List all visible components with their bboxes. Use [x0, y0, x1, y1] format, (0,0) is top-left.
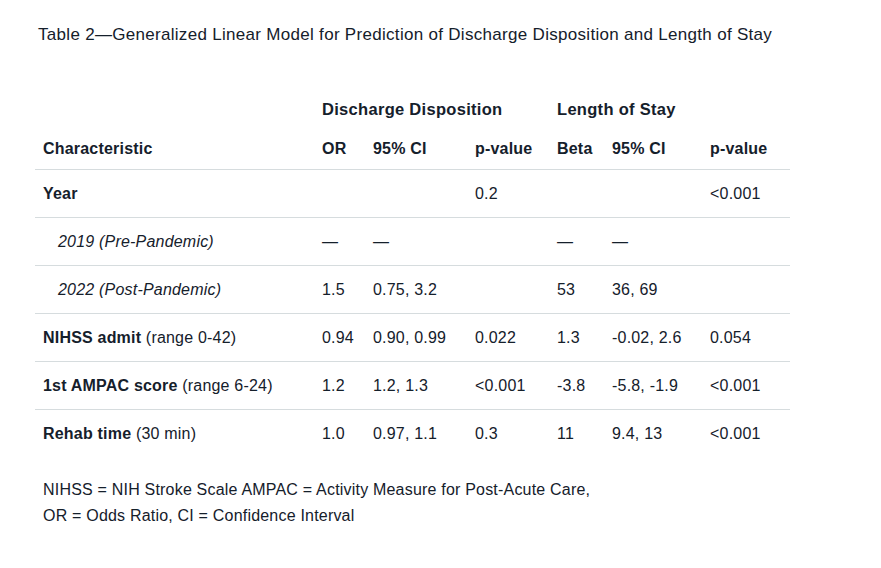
row-label-cell: Rehab time (30 min) [35, 425, 322, 443]
row-label: NIHSS admit [43, 329, 141, 346]
cell-beta: — [557, 233, 612, 251]
cell-or: 1.5 [322, 281, 373, 299]
cell-or: 1.2 [322, 377, 373, 395]
row-label: 1st AMPAC score [43, 377, 178, 394]
cell-p-los: <0.001 [710, 425, 790, 443]
group-header-discharge-disposition: Discharge Disposition [322, 100, 557, 119]
row-label-cell: 2022 (Post-Pandemic) [35, 281, 322, 299]
cell-ci-dd: 0.97, 1.1 [373, 425, 475, 443]
column-header-characteristic: Characteristic [35, 140, 322, 158]
column-header-beta: Beta [557, 140, 612, 158]
cell-beta: 11 [557, 425, 612, 443]
cell-beta: -3.8 [557, 377, 612, 395]
cell-ci-los: -5.8, -1.9 [612, 377, 710, 395]
cell-p-dd: 0.3 [475, 425, 557, 443]
cell-or: — [322, 233, 373, 251]
column-header-or: OR [322, 140, 373, 158]
cell-ci-dd: 1.2, 1.3 [373, 377, 475, 395]
row-label-cell: 2019 (Pre-Pandemic) [35, 233, 322, 251]
cell-beta: 1.3 [557, 329, 612, 347]
table-row-2022: 2022 (Post-Pandemic) 1.5 0.75, 3.2 53 36… [35, 266, 790, 314]
cell-ci-dd: — [373, 233, 475, 251]
column-group-row: Discharge Disposition Length of Stay [35, 90, 790, 128]
cell-ci-los: 9.4, 13 [612, 425, 710, 443]
cell-p-dd: <0.001 [475, 377, 557, 395]
cell-p-dd: 0.2 [475, 185, 557, 203]
table-footnote: NIHSS = NIH Stroke Scale AMPAC = Activit… [43, 477, 590, 529]
row-label: Year [43, 185, 78, 202]
footnote-line-2: OR = Odds Ratio, CI = Confidence Interva… [43, 503, 590, 529]
cell-beta: 53 [557, 281, 612, 299]
column-header-p-los: p-value [710, 140, 790, 158]
group-header-length-of-stay: Length of Stay [557, 100, 790, 119]
cell-p-los: 0.054 [710, 329, 790, 347]
row-label-cell: NIHSS admit (range 0-42) [35, 329, 322, 347]
cell-p-los: <0.001 [710, 377, 790, 395]
cell-p-dd: 0.022 [475, 329, 557, 347]
cell-ci-los: 36, 69 [612, 281, 710, 299]
row-label: 2019 (Pre-Pandemic) [58, 233, 214, 250]
cell-or: 0.94 [322, 329, 373, 347]
glm-results-table: Discharge Disposition Length of Stay Cha… [35, 90, 790, 458]
table-row-rehab-time: Rehab time (30 min) 1.0 0.97, 1.1 0.3 11… [35, 410, 790, 458]
table-title: Table 2—Generalized Linear Model for Pre… [38, 25, 772, 45]
table-row-ampac-score: 1st AMPAC score (range 6-24) 1.2 1.2, 1.… [35, 362, 790, 410]
column-header-ci-los: 95% CI [612, 140, 710, 158]
footnote-line-1: NIHSS = NIH Stroke Scale AMPAC = Activit… [43, 477, 590, 503]
table-row-nihss-admit: NIHSS admit (range 0-42) 0.94 0.90, 0.99… [35, 314, 790, 362]
cell-ci-dd: 0.90, 0.99 [373, 329, 475, 347]
column-header-row: Characteristic OR 95% CI p-value Beta 95… [35, 128, 790, 170]
row-label-cell: 1st AMPAC score (range 6-24) [35, 377, 322, 395]
cell-ci-los: -0.02, 2.6 [612, 329, 710, 347]
row-label-cell: Year [35, 185, 322, 203]
cell-ci-los: — [612, 233, 710, 251]
row-label: Rehab time [43, 425, 131, 442]
column-header-ci-dd: 95% CI [373, 140, 475, 158]
table-row-year: Year 0.2 <0.001 [35, 170, 790, 218]
row-label-range: (30 min) [131, 425, 196, 442]
row-label: 2022 (Post-Pandemic) [58, 281, 221, 298]
table-row-2019: 2019 (Pre-Pandemic) — — — — [35, 218, 790, 266]
cell-ci-dd: 0.75, 3.2 [373, 281, 475, 299]
cell-or: 1.0 [322, 425, 373, 443]
row-label-range: (range 6-24) [178, 377, 273, 394]
column-header-p-dd: p-value [475, 140, 557, 158]
row-label-range: (range 0-42) [141, 329, 236, 346]
cell-p-los: <0.001 [710, 185, 790, 203]
